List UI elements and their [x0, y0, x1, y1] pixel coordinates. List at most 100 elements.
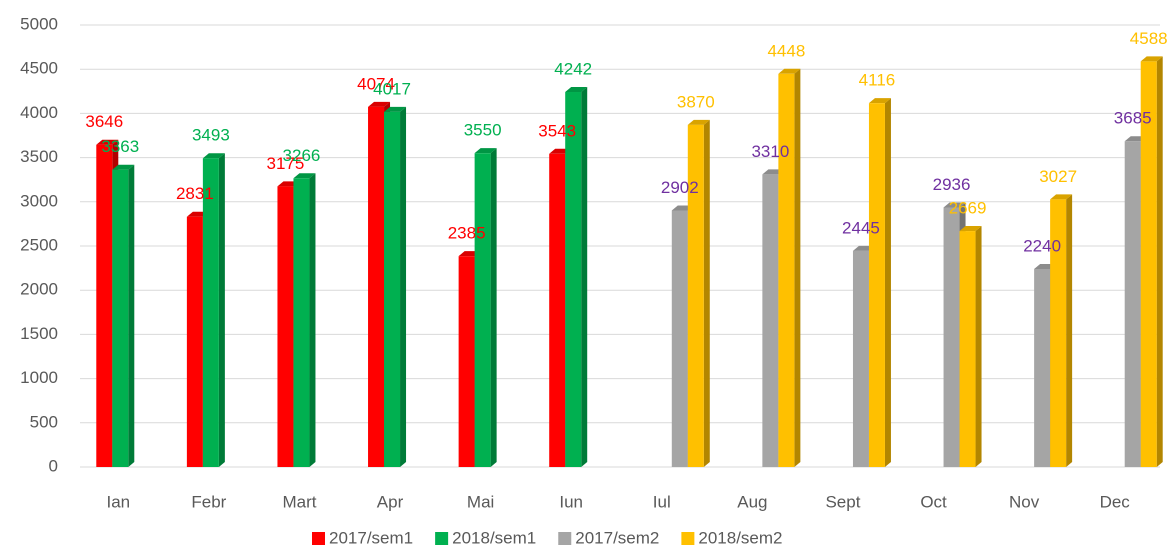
legend-swatch: [681, 532, 695, 545]
data-label: 3175: [267, 154, 305, 173]
bar-front: [778, 73, 795, 467]
bar-front: [1034, 268, 1051, 467]
data-label: 4074: [357, 74, 395, 93]
bar: [687, 119, 710, 467]
data-label: 4017: [373, 79, 411, 98]
bar-top: [368, 101, 391, 107]
data-label: 4448: [767, 41, 805, 60]
y-tick-label: 1000: [20, 368, 58, 387]
x-tick-label: Febr: [191, 492, 226, 511]
data-label: 2669: [949, 199, 987, 218]
data-label: 2936: [933, 175, 971, 194]
y-tick-label: 2000: [20, 280, 58, 299]
y-tick-label: 5000: [20, 14, 58, 33]
bar: [778, 68, 801, 467]
bar-front: [96, 144, 113, 467]
bar-top: [1050, 194, 1073, 200]
bar-front: [868, 103, 885, 467]
bar-top: [96, 139, 119, 145]
bar-side: [703, 119, 710, 467]
data-label: 3266: [283, 146, 321, 165]
bar-top: [687, 119, 710, 125]
bar-side: [309, 173, 316, 468]
bar-front: [277, 186, 294, 467]
bar-top: [943, 202, 966, 208]
bar: [959, 226, 982, 467]
bar-side: [1066, 194, 1073, 467]
bar: [384, 106, 407, 467]
x-tick-label: Ian: [106, 492, 130, 511]
bar-side: [490, 148, 497, 467]
data-label: 2240: [1023, 236, 1061, 255]
bar-front: [368, 106, 385, 467]
bar-front: [112, 169, 129, 467]
bar-front: [202, 158, 219, 467]
bar-front: [186, 216, 203, 467]
bar-front: [1050, 199, 1067, 467]
data-label: 3027: [1039, 167, 1077, 186]
bar-side: [218, 153, 225, 467]
data-label: 3363: [101, 137, 139, 156]
bar-top: [474, 148, 497, 154]
legend-swatch: [312, 532, 325, 545]
y-tick-label: 2500: [20, 235, 58, 254]
bar-front: [565, 92, 582, 467]
bar-front: [959, 231, 976, 467]
bar: [868, 98, 891, 467]
bar-front: [458, 256, 475, 467]
data-label: 3493: [192, 126, 230, 145]
x-tick-label: Iul: [653, 492, 671, 511]
bar-front: [1124, 141, 1141, 467]
bar-front: [549, 153, 566, 467]
data-label: 2831: [176, 184, 214, 203]
y-tick-label: 500: [30, 412, 58, 431]
x-tick-label: Sept: [825, 492, 860, 511]
data-label: 3310: [751, 142, 789, 161]
y-tick-label: 3000: [20, 191, 58, 210]
data-label: 3685: [1114, 109, 1152, 128]
bar-top: [384, 106, 407, 112]
data-label: 4116: [859, 71, 896, 90]
legend-label: 2017/sem1: [329, 528, 413, 547]
bar-front: [293, 178, 310, 468]
bar-front: [671, 210, 688, 467]
data-label: 3550: [464, 121, 502, 140]
data-label: 4588: [1130, 29, 1168, 48]
bar: [474, 148, 497, 467]
bar: [293, 173, 316, 468]
bar-top: [293, 173, 316, 179]
bar-side: [884, 98, 891, 467]
bar-front: [687, 124, 704, 467]
bar-front: [384, 111, 401, 467]
y-tick-label: 0: [49, 456, 58, 475]
data-label: 3646: [85, 112, 123, 131]
bar-top: [1140, 56, 1163, 62]
x-tick-label: Oct: [920, 492, 947, 511]
x-tick-label: Mart: [282, 492, 316, 511]
bar-side: [128, 164, 135, 467]
bar-top: [868, 98, 891, 104]
data-label: 2445: [842, 218, 880, 237]
y-tick-label: 3500: [20, 147, 58, 166]
bar-side: [975, 226, 982, 467]
legend-swatch: [558, 532, 572, 545]
bar-top: [778, 68, 801, 74]
bar-top: [959, 226, 982, 232]
y-tick-label: 1500: [20, 324, 58, 343]
bar-front: [762, 174, 779, 467]
bar-front: [943, 207, 960, 468]
bar: [112, 164, 135, 467]
bar-front: [852, 250, 869, 467]
x-tick-label: Mai: [467, 492, 494, 511]
bar-top: [112, 164, 135, 170]
data-label: 2902: [661, 178, 699, 197]
legend-label: 2018/sem1: [452, 528, 536, 547]
legend-label: 2018/sem2: [698, 528, 782, 547]
y-tick-label: 4000: [20, 103, 58, 122]
x-tick-label: Iun: [559, 492, 583, 511]
data-label: 3543: [538, 121, 576, 140]
x-tick-label: Dec: [1100, 492, 1131, 511]
data-label: 2385: [448, 224, 486, 243]
bar-front: [1140, 61, 1157, 467]
